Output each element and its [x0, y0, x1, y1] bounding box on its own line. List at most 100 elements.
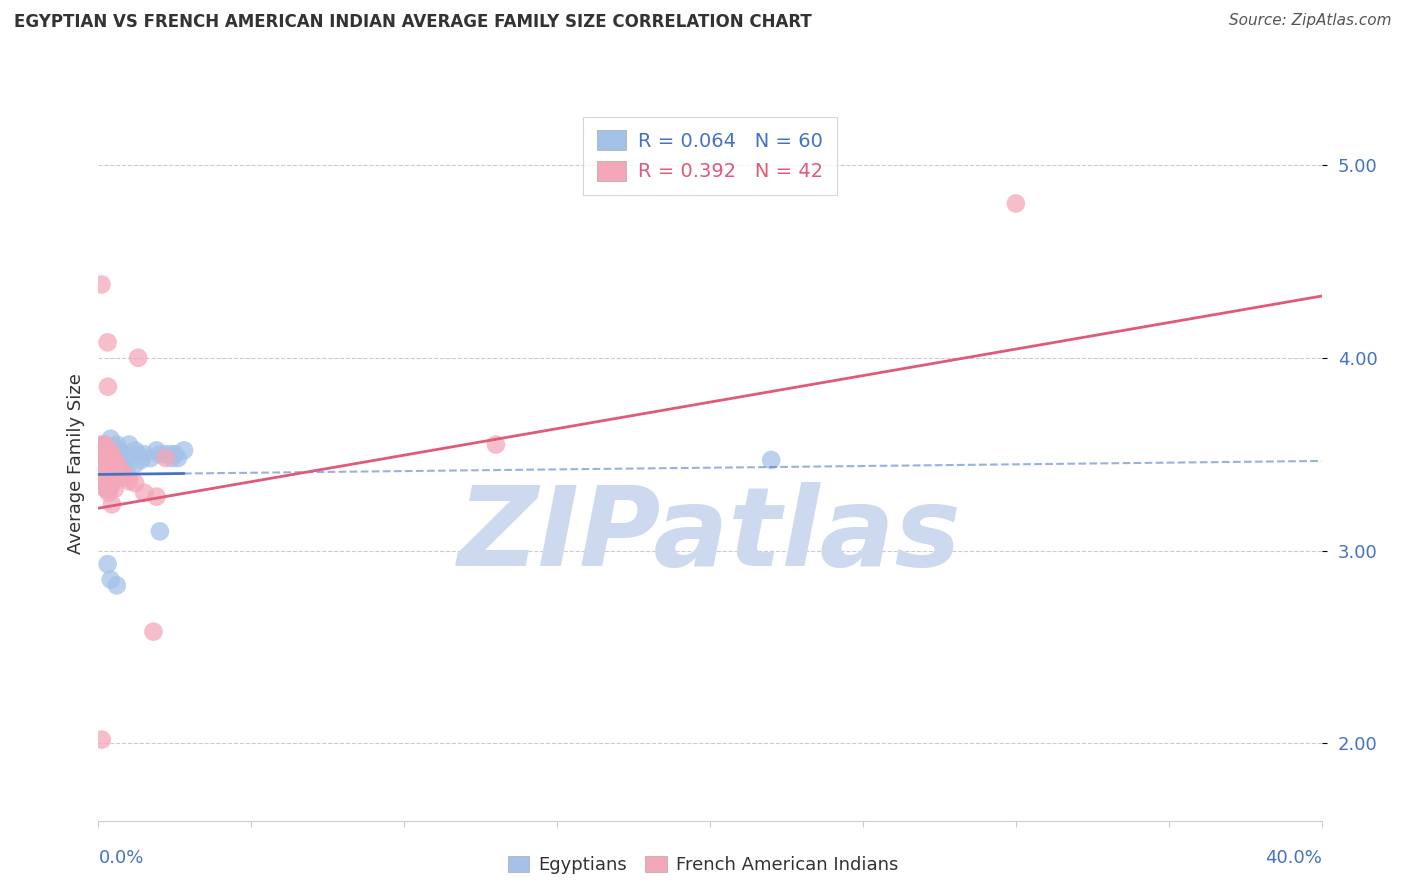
Point: [104, 482, 127, 496]
Point: [108, 462, 131, 476]
Point: [94, 470, 117, 484]
Point: [127, 351, 149, 365]
Point: [108, 455, 131, 469]
Point: [142, 624, 165, 639]
Point: [111, 447, 134, 461]
Point: [90, 437, 112, 451]
Point: [97, 476, 120, 491]
Point: [98, 482, 121, 496]
Point: [759, 453, 782, 467]
Point: [115, 462, 138, 476]
Point: [149, 524, 172, 539]
Legend: Egyptians, French American Indians: Egyptians, French American Indians: [502, 851, 904, 880]
Point: [90, 447, 112, 461]
Point: [160, 451, 183, 466]
Point: [155, 447, 177, 461]
Point: [97, 557, 120, 571]
Point: [100, 455, 122, 469]
Point: [94, 462, 117, 476]
Point: [94, 476, 117, 491]
Point: [112, 458, 135, 473]
Point: [90, 458, 112, 473]
Point: [1004, 196, 1026, 211]
Y-axis label: Average Family Size: Average Family Size: [66, 374, 84, 554]
Point: [103, 470, 125, 484]
Point: [97, 472, 120, 486]
Point: [105, 578, 128, 592]
Point: [115, 451, 138, 466]
Point: [105, 457, 128, 471]
Point: [91, 476, 114, 491]
Point: [134, 447, 156, 461]
Point: [93, 437, 115, 451]
Point: [103, 451, 125, 466]
Point: [485, 437, 508, 451]
Point: [118, 474, 141, 488]
Point: [100, 432, 122, 446]
Point: [97, 380, 120, 394]
Legend: R = 0.064   N = 60, R = 0.392   N = 42: R = 0.064 N = 60, R = 0.392 N = 42: [583, 117, 837, 194]
Point: [97, 467, 120, 481]
Point: [149, 447, 172, 461]
Point: [160, 447, 183, 461]
Point: [91, 458, 114, 473]
Point: [100, 455, 122, 469]
Point: [145, 490, 167, 504]
Point: [94, 470, 117, 484]
Point: [115, 470, 138, 484]
Point: [90, 732, 112, 747]
Point: [94, 447, 117, 461]
Point: [129, 453, 152, 467]
Point: [98, 476, 121, 491]
Point: [145, 443, 167, 458]
Point: [90, 451, 112, 466]
Point: [101, 476, 124, 491]
Point: [134, 485, 156, 500]
Point: [155, 451, 177, 466]
Point: [97, 485, 120, 500]
Point: [127, 447, 149, 461]
Text: 40.0%: 40.0%: [1265, 849, 1322, 867]
Point: [103, 451, 125, 466]
Point: [100, 467, 122, 481]
Point: [124, 457, 146, 471]
Point: [105, 451, 128, 466]
Point: [163, 447, 186, 461]
Point: [97, 458, 120, 473]
Point: [97, 443, 120, 458]
Point: [105, 437, 128, 451]
Point: [118, 437, 141, 451]
Point: [97, 467, 120, 481]
Point: [97, 447, 120, 461]
Point: [91, 472, 114, 486]
Point: [97, 451, 120, 466]
Point: [124, 443, 146, 458]
Text: ZIPatlas: ZIPatlas: [458, 482, 962, 589]
Point: [167, 451, 190, 466]
Point: [111, 467, 134, 481]
Point: [94, 462, 117, 476]
Point: [100, 476, 122, 491]
Point: [97, 458, 120, 473]
Point: [103, 458, 125, 473]
Point: [139, 451, 162, 466]
Point: [90, 277, 112, 292]
Point: [93, 437, 115, 451]
Point: [173, 443, 195, 458]
Point: [90, 467, 112, 481]
Point: [90, 440, 112, 454]
Point: [100, 447, 122, 461]
Point: [100, 443, 122, 458]
Point: [100, 573, 122, 587]
Text: 0.0%: 0.0%: [98, 849, 143, 867]
Point: [104, 467, 127, 481]
Point: [94, 451, 117, 466]
Point: [100, 462, 122, 476]
Point: [94, 482, 117, 496]
Point: [101, 497, 124, 511]
Point: [101, 470, 124, 484]
Point: [103, 440, 125, 454]
Point: [94, 455, 117, 469]
Point: [97, 335, 120, 350]
Point: [105, 460, 128, 475]
